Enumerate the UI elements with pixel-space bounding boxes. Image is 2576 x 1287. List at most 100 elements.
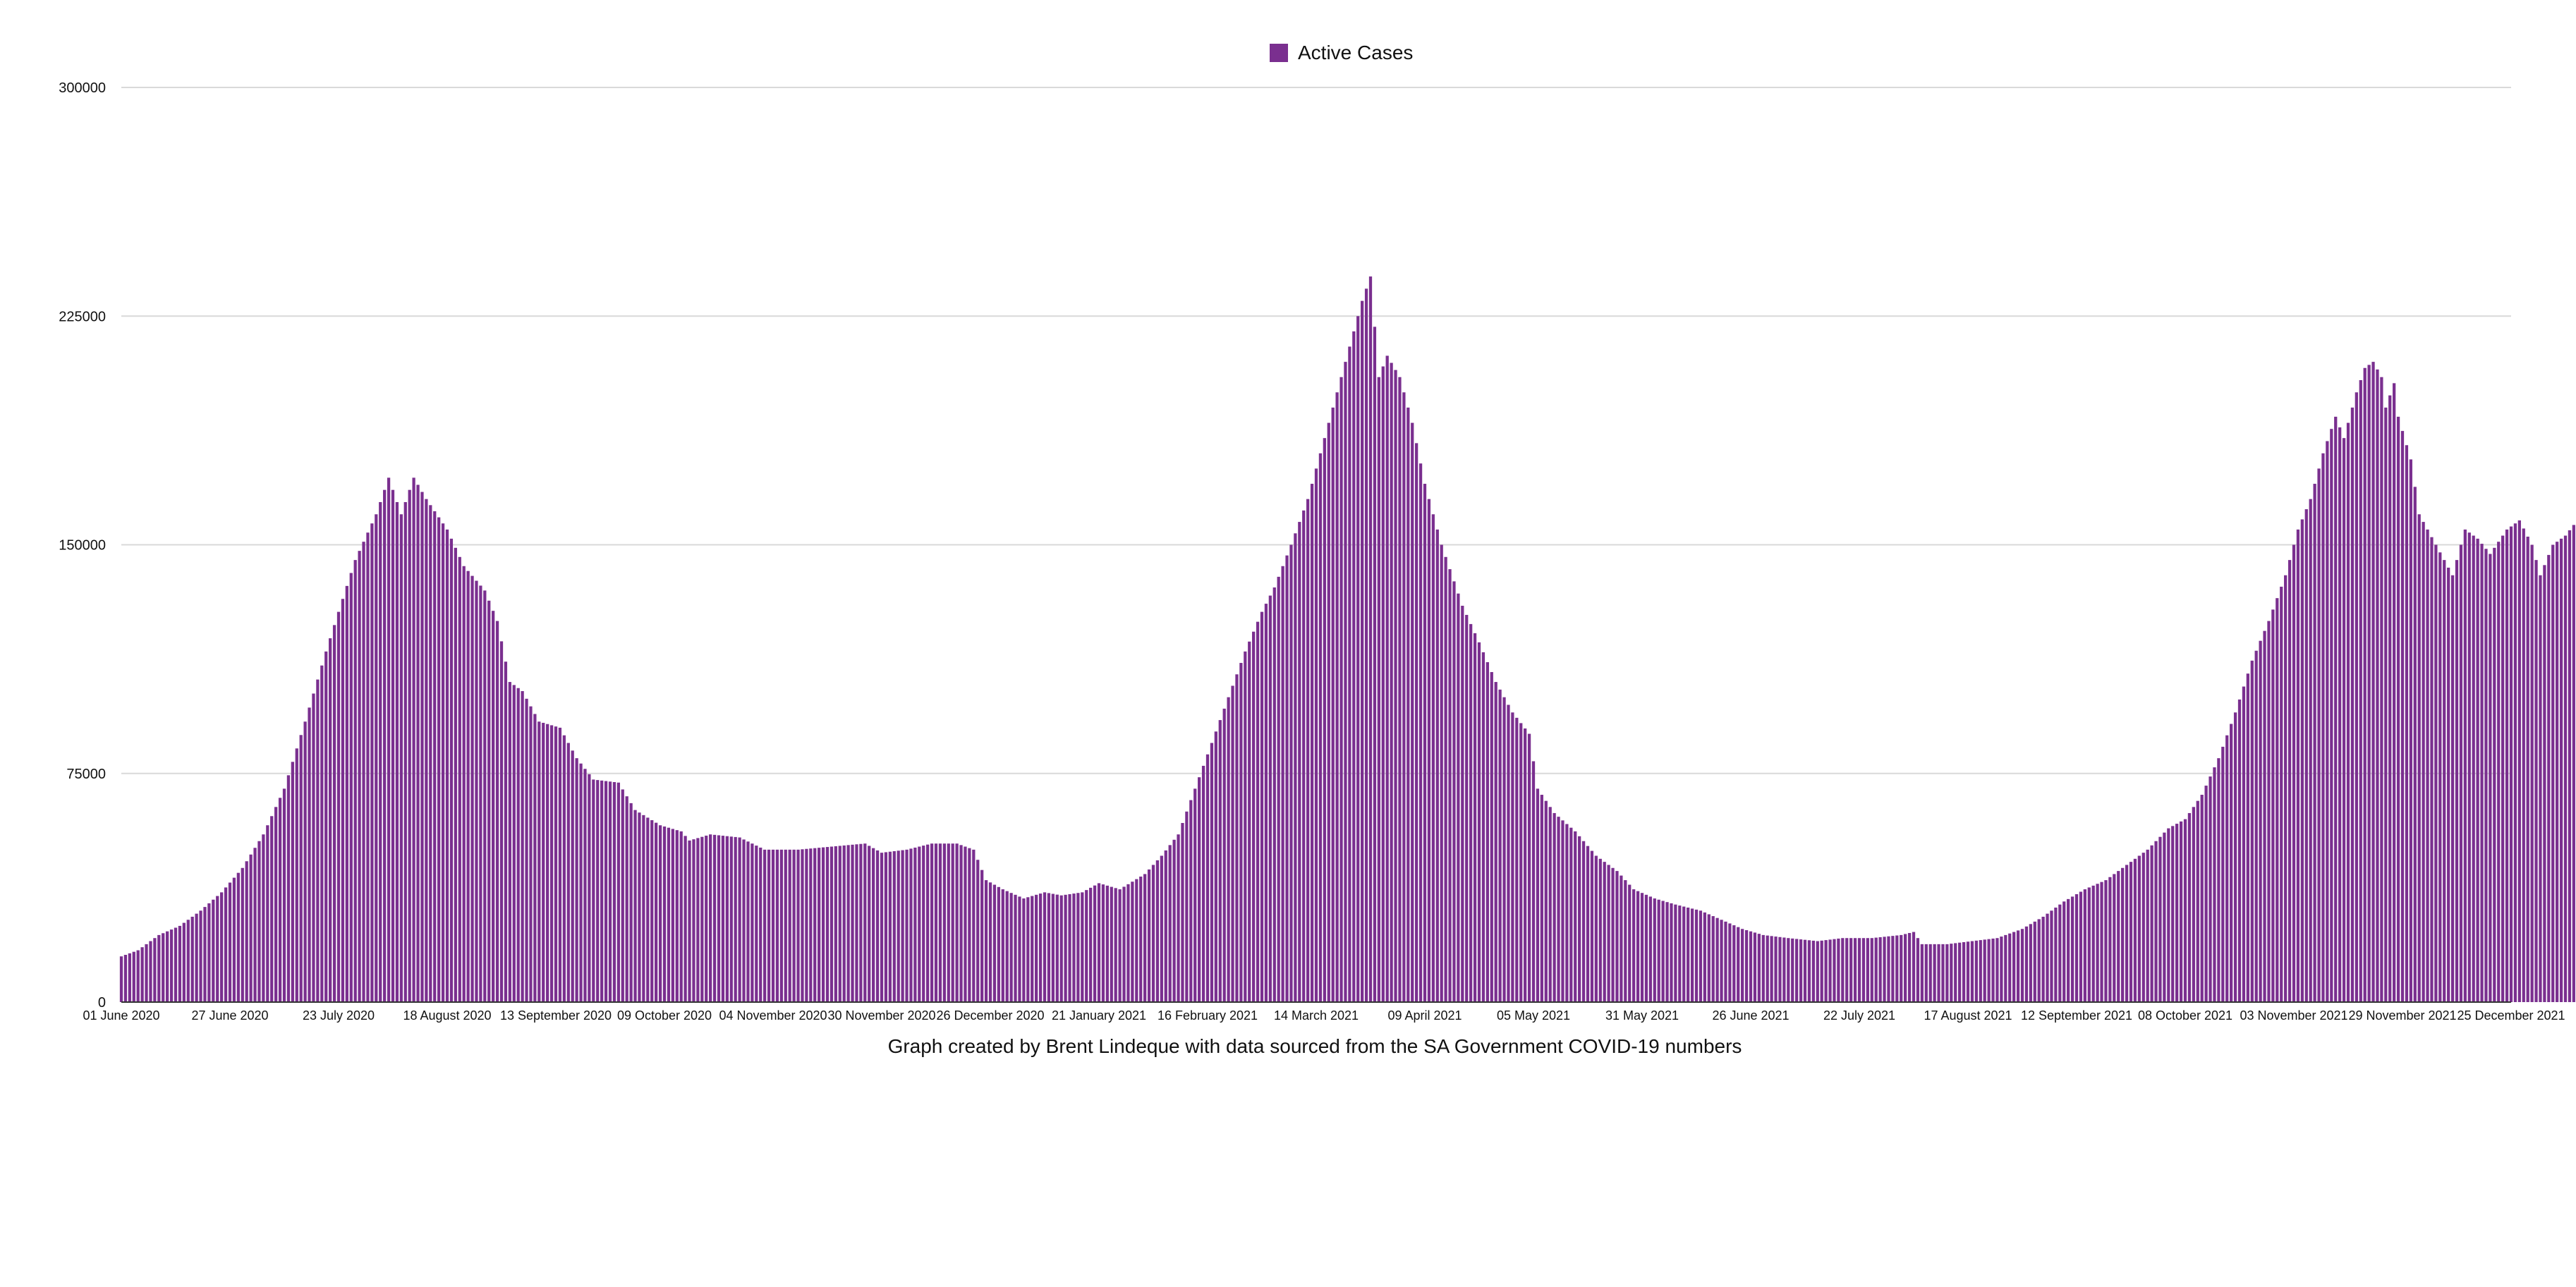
bar (232, 877, 236, 1002)
bar (2342, 438, 2346, 1002)
bar (2300, 519, 2304, 1002)
bar (1778, 937, 1782, 1002)
bar (1294, 533, 1297, 1002)
bar (2463, 529, 2467, 1002)
bar (600, 780, 604, 1002)
bar (2100, 882, 2103, 1002)
bar (1941, 944, 1945, 1002)
bar (2041, 916, 2045, 1002)
bar (2317, 468, 2321, 1002)
bar (2117, 871, 2120, 1002)
bar (1907, 933, 1912, 1002)
bar (1833, 939, 1836, 1002)
bar (1828, 939, 1832, 1002)
bar (1803, 939, 1807, 1002)
bar (2033, 921, 2036, 1002)
bar (1093, 885, 1097, 1002)
bar (1653, 898, 1656, 1002)
bar (679, 831, 683, 1002)
bar (834, 846, 837, 1002)
bar (358, 551, 361, 1002)
bar (1461, 605, 1464, 1002)
bar (1937, 944, 1940, 1002)
x-tick-label: 31 May 2021 (1605, 1008, 1679, 1023)
bar (1264, 604, 1268, 1002)
bar (2321, 453, 2325, 1002)
bar (1670, 903, 1673, 1002)
bar (2054, 907, 2058, 1002)
bar (1561, 820, 1565, 1002)
bar (1720, 920, 1723, 1002)
bar (1398, 377, 1402, 1002)
bar (838, 846, 842, 1002)
bar (2367, 365, 2371, 1002)
bar (1147, 869, 1151, 1002)
bar (855, 844, 858, 1002)
x-tick-label: 12 September 2021 (2021, 1008, 2132, 1023)
bar (1035, 894, 1038, 1002)
bar (1181, 823, 1184, 1002)
bar (266, 825, 269, 1002)
bar (441, 523, 445, 1002)
bar (249, 854, 253, 1002)
bar (1933, 944, 1936, 1002)
bar (2004, 934, 2007, 1002)
bar (1327, 422, 1330, 1002)
bar (1507, 705, 1510, 1002)
bar (516, 688, 520, 1002)
bar (1097, 883, 1101, 1002)
chart-caption: Graph created by Brent Lindeque with dat… (888, 1035, 1742, 1057)
bar (922, 846, 925, 1002)
bar (2426, 529, 2429, 1002)
bar (1068, 893, 1071, 1002)
bar (1239, 663, 1243, 1002)
bar (1895, 935, 1899, 1002)
bar (395, 501, 399, 1002)
bar (2200, 795, 2204, 1002)
bar (1248, 641, 1251, 1002)
bar (1724, 921, 1727, 1002)
bar (2113, 874, 2116, 1002)
bar (2079, 891, 2083, 1002)
bar (717, 835, 721, 1002)
bar (2233, 712, 2237, 1002)
bar (1185, 811, 1189, 1002)
bar (892, 850, 896, 1002)
bar (1531, 761, 1536, 1002)
bar (1690, 908, 1694, 1002)
bar (918, 846, 921, 1002)
bar (162, 933, 165, 1002)
bar (1126, 884, 1130, 1002)
bar (821, 847, 825, 1002)
bar (1085, 890, 1088, 1002)
bar (499, 641, 504, 1002)
bar (2062, 901, 2066, 1002)
bar (1001, 889, 1004, 1002)
bar (1540, 795, 1543, 1002)
bar (2371, 362, 2375, 1002)
x-tick-label: 30 November 2020 (827, 1008, 935, 1023)
bar (1323, 438, 1326, 1002)
legend-label: Active Cases (1298, 42, 1413, 63)
bar (1962, 941, 1966, 1002)
bar (2359, 380, 2362, 1002)
bar (1064, 894, 1067, 1002)
bar (470, 575, 474, 1002)
bar (2526, 536, 2529, 1002)
bar (1361, 300, 1364, 1002)
bar (345, 585, 348, 1002)
bar (416, 484, 420, 1002)
bar (542, 722, 545, 1002)
bar (2213, 767, 2216, 1002)
bar (1448, 569, 1452, 1002)
bar (2434, 544, 2438, 1002)
bar (2284, 575, 2288, 1002)
bar (2326, 441, 2329, 1002)
bar (2158, 836, 2162, 1002)
bar (2497, 542, 2501, 1002)
bar (1101, 884, 1105, 1002)
bar (2384, 407, 2388, 1002)
bar (725, 836, 729, 1002)
bar (2067, 898, 2070, 1002)
bar (2556, 542, 2559, 1002)
